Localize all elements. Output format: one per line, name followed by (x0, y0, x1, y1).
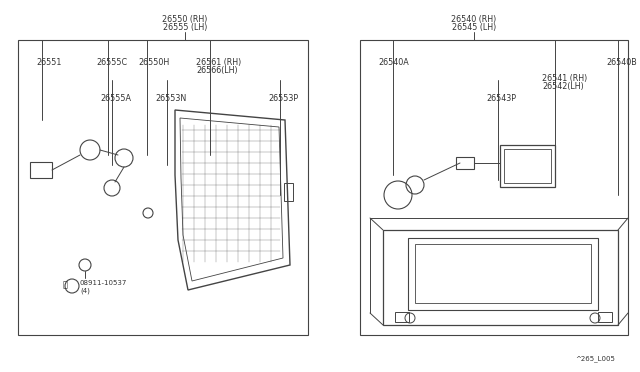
Bar (18, 40, 308, 335)
Bar (408, 238, 598, 310)
Bar (415, 244, 591, 303)
Text: 26540B: 26540B (606, 58, 637, 67)
Bar (456, 157, 474, 169)
Text: 26555 (LH): 26555 (LH) (163, 23, 207, 32)
Text: 26540 (RH): 26540 (RH) (451, 15, 497, 24)
Text: (4): (4) (80, 288, 90, 294)
Text: 26561 (RH): 26561 (RH) (196, 58, 241, 67)
Text: 26545 (LH): 26545 (LH) (452, 23, 496, 32)
Text: 26542(LH): 26542(LH) (542, 82, 584, 91)
Bar (395, 312, 409, 322)
Text: 26555C: 26555C (96, 58, 127, 67)
Text: 26543P: 26543P (486, 94, 516, 103)
Bar (30, 162, 52, 178)
Text: 26555A: 26555A (100, 94, 131, 103)
Text: Ⓝ: Ⓝ (63, 280, 67, 289)
Text: 26550H: 26550H (138, 58, 169, 67)
Bar (598, 312, 612, 322)
Bar (360, 40, 628, 335)
Text: ^265_L005: ^265_L005 (575, 355, 615, 362)
Text: 26553N: 26553N (155, 94, 186, 103)
Bar (500, 145, 555, 187)
Text: 26551: 26551 (36, 58, 61, 67)
Text: 26553P: 26553P (268, 94, 298, 103)
Text: 08911-10537: 08911-10537 (80, 280, 127, 286)
Bar (284, 183, 293, 201)
Text: 26550 (RH): 26550 (RH) (163, 15, 208, 24)
Text: 26541 (RH): 26541 (RH) (542, 74, 588, 83)
Text: 26566(LH): 26566(LH) (196, 66, 237, 75)
Bar (504, 149, 551, 183)
Text: 26540A: 26540A (378, 58, 409, 67)
